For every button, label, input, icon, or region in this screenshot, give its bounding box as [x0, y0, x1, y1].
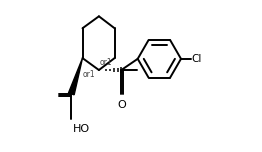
Text: or1: or1: [82, 70, 95, 79]
Text: HO: HO: [73, 124, 90, 134]
Text: Cl: Cl: [192, 54, 202, 64]
Text: or1: or1: [100, 58, 113, 67]
Polygon shape: [68, 58, 83, 95]
Text: O: O: [118, 100, 127, 110]
